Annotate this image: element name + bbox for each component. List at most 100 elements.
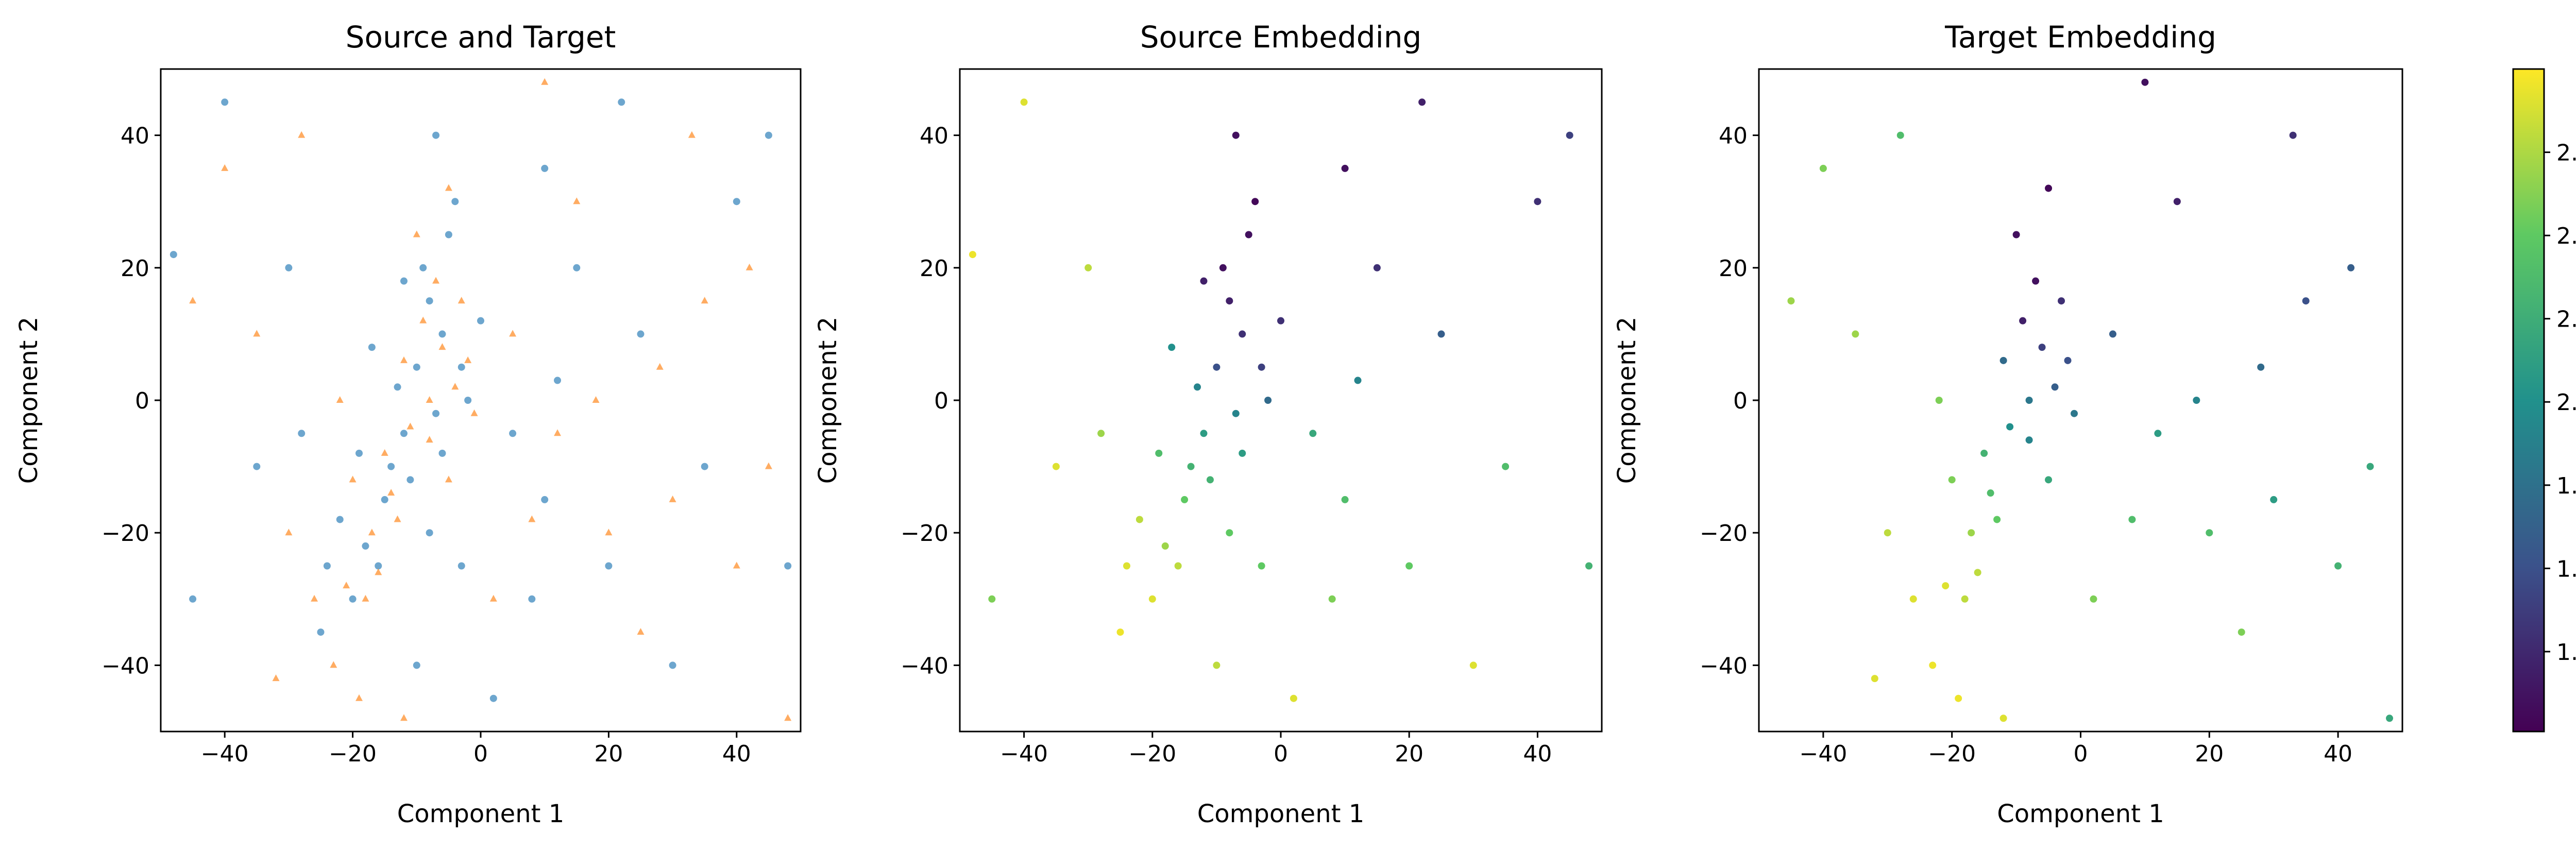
point: [457, 363, 465, 371]
point: [298, 430, 306, 437]
y-axis-label: Component 2: [814, 317, 842, 484]
point: [343, 582, 350, 589]
x-axis-label: Component 1: [1997, 800, 2164, 828]
point: [2141, 78, 2149, 86]
point: [1566, 131, 1573, 139]
point: [1935, 397, 1943, 404]
point: [406, 476, 414, 484]
point: [381, 449, 388, 456]
point: [573, 197, 581, 205]
point: [592, 396, 600, 403]
point: [451, 383, 459, 390]
point: [1987, 489, 1994, 497]
point: [400, 356, 408, 363]
point: [438, 343, 446, 350]
point: [2109, 330, 2116, 338]
point: [1909, 595, 1917, 603]
plot: [1787, 78, 2394, 722]
point: [2289, 131, 2297, 139]
point: [426, 297, 433, 305]
point: [1955, 694, 1962, 702]
point: [1929, 661, 1937, 669]
point: [1469, 661, 1477, 669]
point: [1328, 595, 1336, 603]
x-axis-label: Component 1: [397, 800, 564, 828]
y-tick-label: 20: [1719, 256, 1748, 282]
point: [733, 198, 740, 206]
point: [1341, 496, 1349, 503]
point: [387, 489, 395, 496]
point: [1418, 98, 1426, 106]
point: [1258, 562, 1265, 570]
point: [285, 529, 293, 536]
point: [2238, 628, 2245, 636]
point: [656, 363, 664, 370]
point: [1968, 529, 1975, 537]
x-tick-label: −40: [201, 741, 249, 767]
point: [189, 595, 197, 603]
y-tick-label: 40: [920, 123, 948, 149]
y-tick-label: −20: [901, 520, 948, 547]
point: [541, 78, 549, 85]
point: [457, 562, 465, 570]
point: [355, 449, 363, 457]
point: [394, 383, 401, 391]
point: [355, 694, 363, 701]
point: [1373, 264, 1381, 271]
point: [189, 297, 197, 304]
point: [426, 529, 433, 537]
point: [1219, 264, 1227, 271]
point: [1585, 562, 1593, 570]
point: [406, 422, 414, 430]
x-tick-label: 40: [1523, 741, 1552, 767]
point: [688, 131, 696, 138]
point: [509, 330, 517, 337]
point: [1980, 449, 1988, 457]
point: [701, 297, 708, 304]
axes-frame: [160, 68, 802, 733]
point: [432, 131, 440, 139]
x-tick-label: 20: [594, 741, 623, 767]
point: [1787, 297, 1795, 305]
point: [400, 714, 408, 721]
point: [445, 475, 452, 483]
point: [317, 628, 325, 636]
point: [2051, 383, 2059, 391]
point: [362, 542, 369, 550]
point: [1999, 356, 2007, 364]
point: [413, 363, 420, 371]
point: [669, 495, 676, 502]
x-axis-label: Component 1: [1197, 800, 1364, 828]
point: [1534, 198, 1541, 206]
x-tick-label: −40: [1799, 741, 1847, 767]
y-tick-label: −40: [101, 653, 149, 679]
colorbar-tick-label: 1.25: [2556, 639, 2576, 666]
point: [1290, 694, 1297, 702]
point: [2270, 496, 2278, 503]
point: [419, 316, 427, 324]
colorbar: [2512, 68, 2545, 733]
point: [272, 674, 280, 682]
point: [1174, 562, 1182, 570]
y-tick-label: −20: [1700, 520, 1748, 547]
point: [765, 462, 772, 469]
point: [470, 409, 478, 416]
point: [1942, 582, 1950, 590]
point: [1123, 562, 1130, 570]
point: [387, 463, 395, 470]
x-tick-label: −40: [1000, 741, 1048, 767]
point: [509, 430, 517, 437]
point: [2173, 198, 2181, 206]
x-tick-label: 0: [1274, 741, 1288, 767]
point: [1819, 164, 1827, 172]
point: [765, 131, 772, 139]
point: [1168, 344, 1176, 351]
point: [451, 198, 459, 206]
point: [1200, 277, 1208, 285]
point: [2038, 344, 2046, 351]
point: [701, 463, 708, 470]
point: [1052, 463, 1060, 470]
point: [438, 449, 446, 457]
y-tick-label: 0: [135, 388, 149, 414]
